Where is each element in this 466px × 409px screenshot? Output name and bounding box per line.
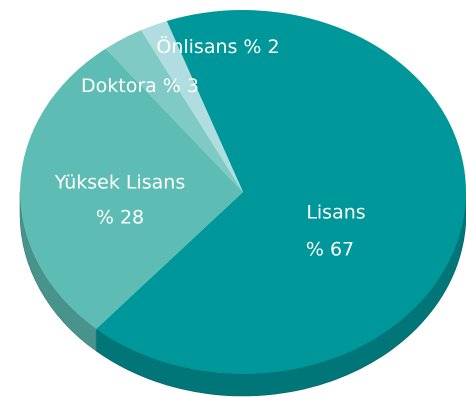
slice [105, 30, 243, 192]
slice-name: Doktora [81, 75, 157, 97]
slice-value: % 28 [96, 207, 144, 229]
slice-value: % 67 [306, 239, 354, 261]
slice-label: Yüksek Lisans [54, 172, 185, 194]
slice-label: Önlisans % 2 [156, 35, 279, 58]
slice [96, 10, 466, 374]
slice-label: Lisans [306, 202, 365, 224]
slice [141, 20, 243, 193]
slice-label: Doktora % 3 [81, 75, 199, 97]
slice-name: Önlisans [156, 35, 237, 58]
slice-value: % 2 [243, 36, 279, 58]
slice-value: % 3 [163, 75, 199, 97]
slice [19, 48, 243, 329]
